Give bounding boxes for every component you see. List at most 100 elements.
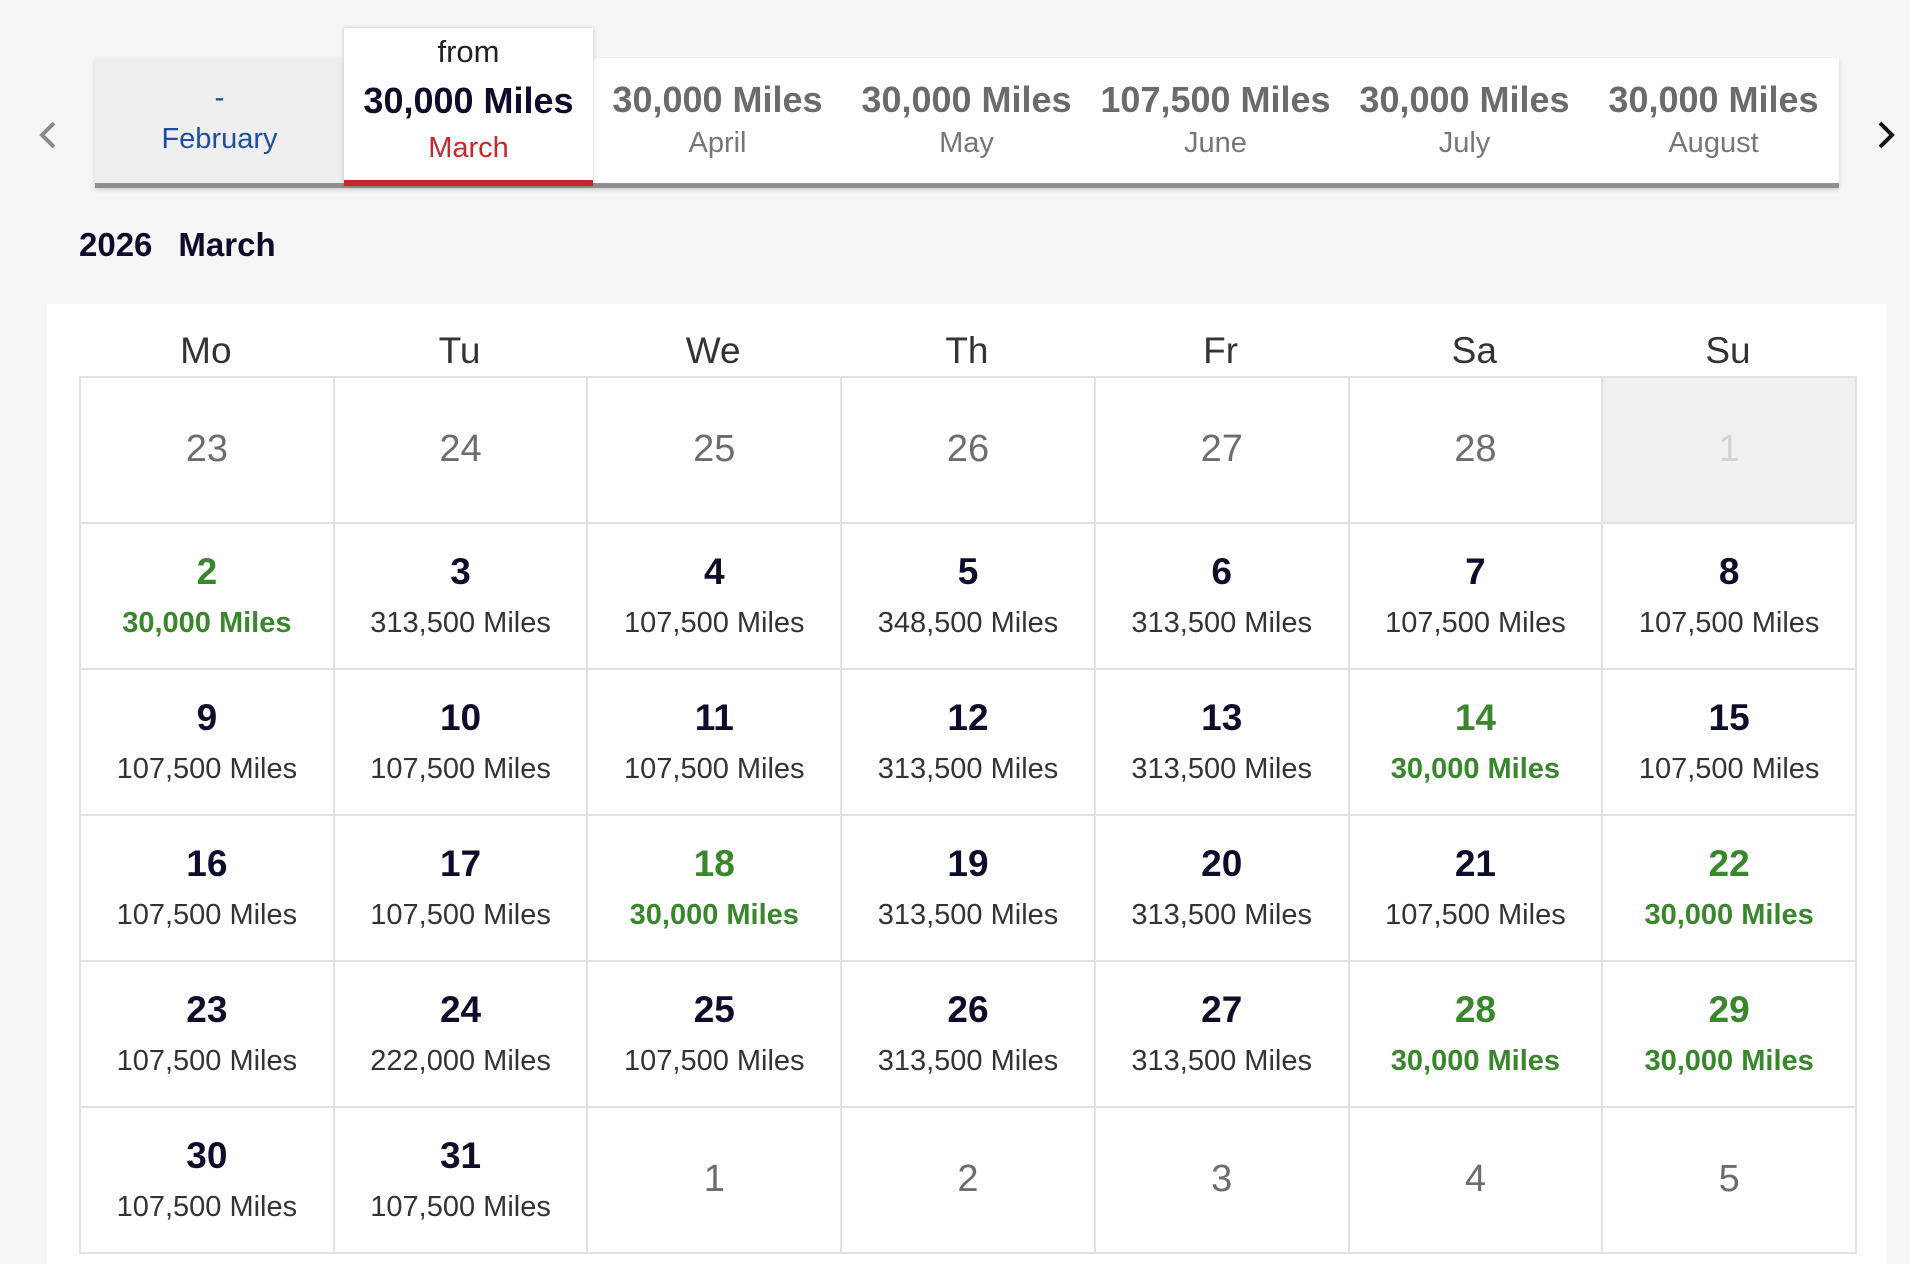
tab-august[interactable]: 30,000 Miles August (1589, 58, 1838, 188)
tab-may[interactable]: 30,000 Miles May (842, 58, 1091, 188)
calendar-day-cell[interactable]: 7 107,500 Miles (1349, 524, 1604, 670)
tab-price: 30,000 Miles (1608, 78, 1819, 120)
calendar-day-cell[interactable]: 1 (588, 1108, 843, 1254)
day-price: 313,500 Miles (1131, 606, 1312, 639)
day-price: 313,500 Miles (1131, 1044, 1312, 1077)
calendar-day-cell[interactable]: 26 (842, 378, 1096, 524)
calendar-day-cell[interactable]: 29 30,000 Miles (1603, 962, 1857, 1108)
calendar-day-cell[interactable]: 25 107,500 Miles (588, 962, 843, 1108)
calendar-day-cell[interactable]: 6 313,500 Miles (1095, 524, 1350, 670)
day-number: 5 (1718, 1158, 1740, 1201)
calendar-day-cell[interactable]: 2 30,000 Miles (81, 524, 335, 670)
day-number: 15 (1708, 697, 1750, 739)
calendar-day-cell[interactable]: 9 107,500 Miles (81, 670, 335, 816)
day-number: 2 (196, 551, 218, 593)
tab-june[interactable]: 107,500 Miles June (1091, 58, 1340, 188)
day-number: 26 (946, 428, 990, 471)
calendar-day-cell[interactable]: 22 30,000 Miles (1603, 816, 1857, 962)
calendar-day-cell[interactable]: 27 (1095, 378, 1350, 524)
calendar-day-cell[interactable]: 30 107,500 Miles (81, 1108, 335, 1254)
tab-price: 30,000 Miles (861, 78, 1072, 120)
year-label: 2026 (79, 226, 153, 263)
calendar-day-cell[interactable]: 13 313,500 Miles (1095, 670, 1350, 816)
calendar-day-cell[interactable]: 16 107,500 Miles (81, 816, 335, 962)
calendar-panel: Mo Tu We Th Fr Sa Su 23 24 25 26 27 28 1 2 30,00… (47, 304, 1887, 1264)
chevron-left-icon (39, 121, 56, 149)
day-price: 107,500 Miles (624, 1044, 805, 1077)
calendar-day-cell[interactable]: 14 30,000 Miles (1349, 670, 1604, 816)
day-price: 107,500 Miles (370, 752, 551, 785)
tab-month: March (428, 132, 509, 165)
day-price: 30,000 Miles (1390, 1044, 1561, 1077)
day-price: 107,500 Miles (1385, 898, 1566, 931)
calendar-day-cell[interactable]: 12 313,500 Miles (842, 670, 1096, 816)
calendar-day-cell[interactable]: 31 107,500 Miles (334, 1108, 589, 1254)
day-number: 19 (947, 843, 989, 885)
day-price: 107,500 Miles (116, 1044, 298, 1077)
tab-march[interactable]: from 30,000 Miles March (344, 28, 593, 186)
day-number: 31 (439, 1135, 482, 1177)
weekday-label: Sa (1451, 330, 1497, 371)
day-number: 8 (1718, 551, 1740, 593)
calendar-day-cell[interactable]: 11 107,500 Miles (588, 670, 843, 816)
tab-from-label: from (437, 33, 500, 69)
day-number: 12 (947, 697, 989, 739)
calendar-day-cell[interactable]: 21 107,500 Miles (1349, 816, 1604, 962)
calendar-day-cell[interactable]: 5 (1603, 1108, 1857, 1254)
day-number: 7 (1465, 551, 1486, 593)
calendar-day-cell[interactable]: 5 348,500 Miles (842, 524, 1096, 670)
tab-february[interactable]: - February (95, 58, 344, 188)
day-price: 107,500 Miles (116, 898, 298, 931)
day-number: 27 (1200, 428, 1243, 471)
calendar-day-cell[interactable]: 3 313,500 Miles (334, 524, 589, 670)
calendar-day-cell[interactable]: 3 (1095, 1108, 1350, 1254)
weekday-label: Mo (180, 330, 232, 371)
calendar-day-cell[interactable]: 24 222,000 Miles (334, 962, 589, 1108)
day-price: 222,000 Miles (370, 1044, 551, 1077)
next-month-button[interactable] (1866, 110, 1906, 160)
calendar-day-cell[interactable]: 27 313,500 Miles (1095, 962, 1350, 1108)
calendar-day-cell[interactable]: 20 313,500 Miles (1095, 816, 1350, 962)
tab-april[interactable]: 30,000 Miles April (593, 58, 842, 188)
day-number: 27 (1201, 989, 1243, 1031)
prev-month-button[interactable] (28, 110, 68, 160)
day-number: 28 (1454, 428, 1497, 471)
day-price: 30,000 Miles (1644, 1044, 1814, 1077)
day-number: 18 (693, 843, 735, 885)
day-number: 13 (1201, 697, 1243, 739)
day-number: 23 (185, 428, 228, 471)
calendar-day-cell[interactable]: 10 107,500 Miles (334, 670, 589, 816)
day-price: 313,500 Miles (877, 752, 1059, 785)
weekday-label: Su (1705, 330, 1751, 371)
calendar-day-cell[interactable]: 2 (842, 1108, 1096, 1254)
calendar-day-cell[interactable]: 23 107,500 Miles (81, 962, 335, 1108)
day-price: 348,500 Miles (877, 606, 1059, 639)
calendar-day-cell[interactable]: 28 30,000 Miles (1349, 962, 1604, 1108)
calendar-day-cell[interactable]: 28 (1349, 378, 1604, 524)
day-price: 107,500 Miles (116, 752, 298, 785)
weekday-header: Mo Tu We Th Fr Sa Su (79, 322, 1855, 380)
weekday-label: We (685, 330, 741, 371)
calendar-day-cell[interactable]: 4 (1349, 1108, 1604, 1254)
day-number: 9 (196, 697, 218, 739)
calendar-day-cell: 1 (1603, 378, 1857, 524)
day-number: 22 (1708, 843, 1750, 885)
calendar-day-cell[interactable]: 8 107,500 Miles (1603, 524, 1857, 670)
day-price: 107,500 Miles (624, 752, 805, 785)
weekday-label: Tu (438, 330, 481, 371)
day-number: 3 (450, 551, 471, 593)
calendar-day-cell[interactable]: 18 30,000 Miles (588, 816, 843, 962)
tab-price: 107,500 Miles (1100, 78, 1331, 120)
day-number: 21 (1454, 843, 1496, 885)
calendar-day-cell[interactable]: 19 313,500 Miles (842, 816, 1096, 962)
day-number: 23 (186, 989, 228, 1031)
calendar-day-cell[interactable]: 15 107,500 Miles (1603, 670, 1857, 816)
calendar-day-cell[interactable]: 17 107,500 Miles (334, 816, 589, 962)
calendar-day-cell[interactable]: 24 (334, 378, 589, 524)
calendar-day-cell[interactable]: 4 107,500 Miles (588, 524, 843, 670)
tab-july[interactable]: 30,000 Miles July (1340, 58, 1589, 188)
calendar-day-cell[interactable]: 26 313,500 Miles (842, 962, 1096, 1108)
calendar-day-cell[interactable]: 23 (81, 378, 335, 524)
day-number: 6 (1211, 551, 1232, 593)
calendar-day-cell[interactable]: 25 (588, 378, 843, 524)
